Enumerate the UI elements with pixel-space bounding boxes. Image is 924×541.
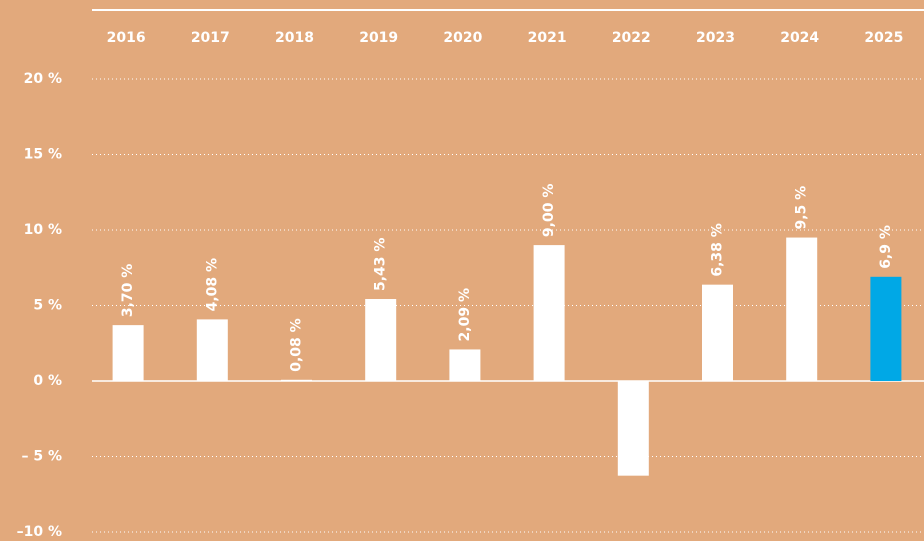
bar xyxy=(365,299,397,381)
y-tick-label: 0 % xyxy=(33,373,62,389)
x-tick-label: 2023 xyxy=(696,30,735,46)
value-label: 5,43 % xyxy=(373,238,389,291)
x-tick-label: 2017 xyxy=(191,30,230,46)
bar xyxy=(196,319,228,381)
bar xyxy=(786,237,818,381)
value-label: 4,08 % xyxy=(204,258,220,311)
y-tick-label: –10 % xyxy=(17,524,62,540)
y-tick-label: 5 % xyxy=(33,298,62,314)
bar xyxy=(281,379,312,381)
x-tick-label: 2019 xyxy=(359,30,398,46)
x-tick-label: 2025 xyxy=(864,30,903,46)
value-label: 6,38 % xyxy=(710,223,726,276)
value-label: 9,00 % xyxy=(541,184,557,237)
bar xyxy=(449,349,481,381)
value-label: 9,5 % xyxy=(794,186,810,230)
bar xyxy=(533,245,565,381)
y-tick-label: 20 % xyxy=(24,71,62,87)
y-tick-label: 15 % xyxy=(24,147,62,163)
value-label: –6,27 % xyxy=(625,395,641,455)
bar xyxy=(870,276,902,381)
value-label: 6,9 % xyxy=(878,225,894,269)
bar xyxy=(702,284,733,381)
x-tick-label: 2020 xyxy=(443,30,482,46)
bar xyxy=(112,325,144,381)
value-label: 3,70 % xyxy=(120,264,136,317)
y-tick-label: – 5 % xyxy=(21,449,62,465)
x-tick-label: 2021 xyxy=(528,30,567,46)
x-tick-label: 2018 xyxy=(275,30,314,46)
bar xyxy=(617,381,649,476)
x-tick-label: 2016 xyxy=(107,30,146,46)
value-label: 2,09 % xyxy=(457,288,473,341)
x-tick-label: 2022 xyxy=(612,30,651,46)
x-tick-label: 2024 xyxy=(780,30,819,46)
value-label: 0,08 % xyxy=(289,318,305,371)
y-tick-label: 10 % xyxy=(24,222,62,238)
